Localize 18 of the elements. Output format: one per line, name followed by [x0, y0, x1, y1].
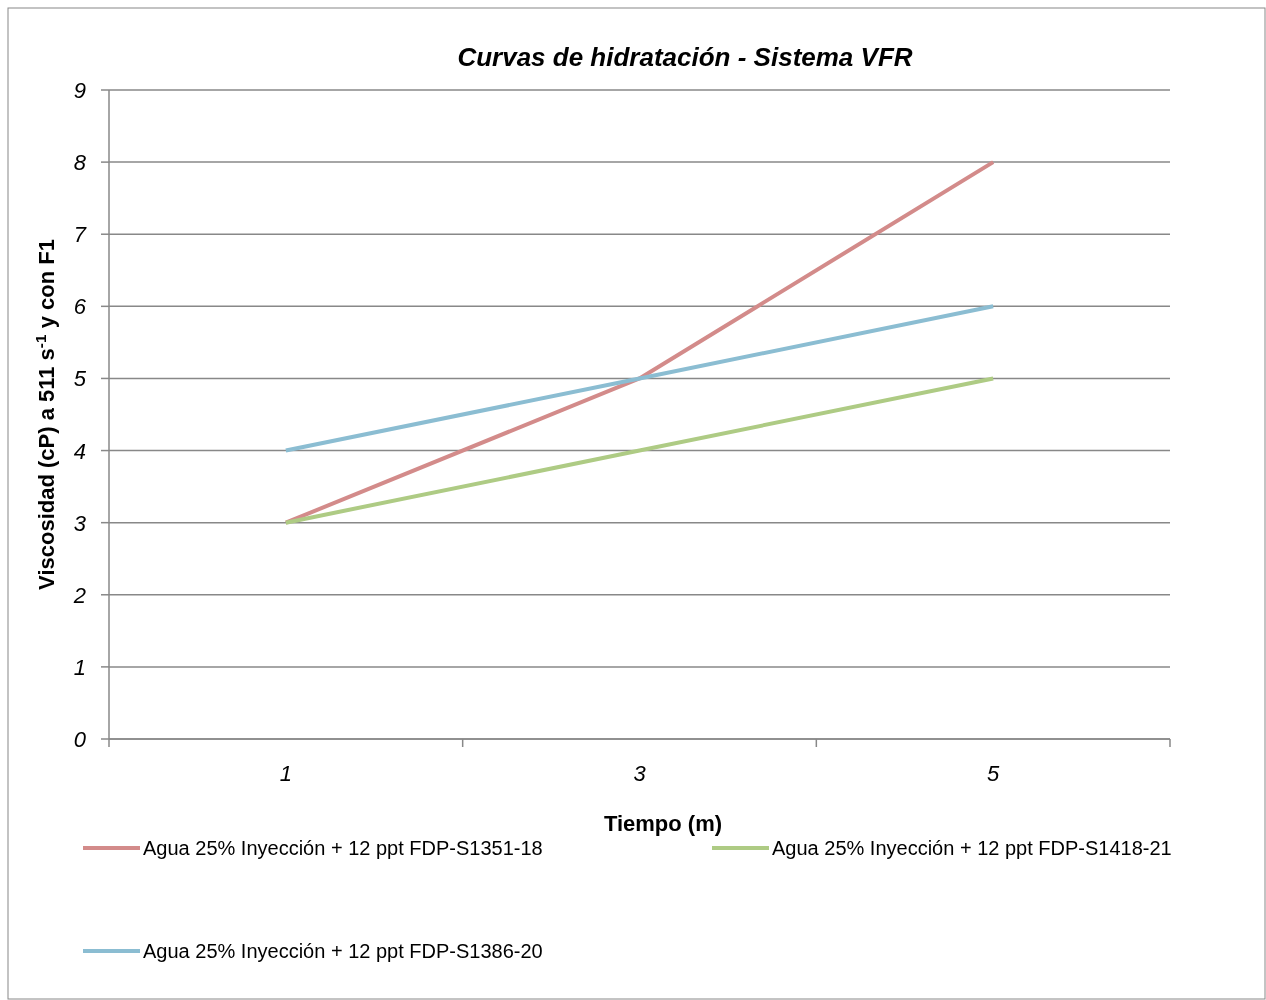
y-tick-label: 3 [73, 510, 87, 536]
y-tick-label: 4 [73, 438, 86, 464]
x-tick-label: 1 [279, 761, 292, 786]
y-tick-label: 5 [73, 366, 87, 392]
x-tick-label: 3 [633, 761, 647, 786]
y-tick-label: 1 [73, 654, 86, 680]
y-tick-label: 8 [73, 150, 87, 176]
legend-label: Agua 25% Inyección + 12 ppt FDP-S1418-21 [772, 837, 1172, 859]
x-axis-title: Tiempo (m) [603, 811, 723, 836]
y-tick-label: 6 [73, 294, 87, 320]
x-tick-label: 5 [987, 761, 1001, 786]
y-tick-label: 0 [73, 727, 87, 752]
chart-title: Curvas de hidratación - Sistema VFR [457, 42, 913, 72]
y-tick-label: 7 [73, 222, 87, 248]
y-tick-label: 9 [73, 78, 86, 103]
legend-label: Agua 25% Inyección + 12 ppt FDP-S1351-18 [143, 837, 543, 859]
legend-label: Agua 25% Inyección + 12 ppt FDP-S1386-20 [143, 940, 543, 962]
y-tick-label: 2 [72, 582, 86, 608]
